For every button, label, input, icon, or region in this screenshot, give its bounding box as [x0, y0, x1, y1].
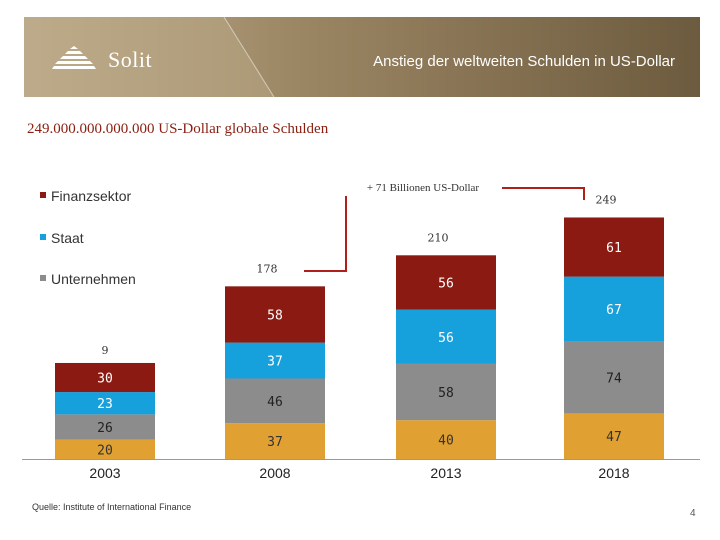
bar-segment-unternehmen-2008	[225, 378, 325, 424]
logo-text: Solit	[108, 47, 153, 72]
data-label-unternehmen-2003: 26	[97, 421, 113, 436]
data-label-haushalte-2008: 37	[267, 435, 283, 450]
bar-segment-staat-2008	[225, 342, 325, 379]
page-title: Anstieg der weltweiten Schulden in US-Do…	[373, 53, 675, 70]
source-note: Quelle: Institute of International Finan…	[32, 502, 192, 512]
legend-item-unternehmen: Unternehmen	[40, 271, 136, 287]
bar-segment-staat-2003	[55, 392, 155, 415]
chart-subtitle: 249.000.000.000.000 US-Dollar globale Sc…	[27, 121, 329, 137]
data-label-unternehmen-2008: 46	[267, 395, 283, 410]
bar-segment-finanzsektor-2003	[55, 362, 155, 393]
legend-swatch-unternehmen	[40, 275, 46, 282]
total-label-2008: 178	[257, 262, 278, 275]
bar-segment-unternehmen-2013	[396, 363, 496, 421]
header-banner: Solit Anstieg der weltweiten Schulden in…	[24, 17, 700, 97]
data-label-finanzsektor-2013: 56	[438, 276, 454, 291]
bar-segment-haushalte-2008	[225, 423, 325, 459]
bar-segment-unternehmen-2018	[564, 341, 664, 414]
bar-segment-unternehmen-2003	[55, 414, 155, 440]
legend-label-staat: Staat	[51, 230, 84, 246]
legend-swatch-staat	[40, 234, 46, 241]
legend-item-finanzsektor: Finanzsektor	[40, 188, 131, 204]
data-label-finanzsektor-2018: 61	[606, 241, 622, 256]
data-label-haushalte-2003: 20	[97, 443, 113, 458]
total-label-2003: 9	[102, 344, 109, 357]
bar-segment-haushalte-2013	[396, 420, 496, 459]
data-label-unternehmen-2013: 58	[438, 386, 454, 401]
data-label-finanzsektor-2008: 58	[267, 308, 283, 323]
x-tick-label-2018: 2018	[598, 465, 629, 481]
data-label-unternehmen-2018: 74	[606, 372, 622, 387]
legend-item-staat: Staat	[40, 230, 84, 246]
x-tick-label-2003: 2003	[89, 465, 120, 481]
data-label-haushalte-2013: 40	[438, 434, 454, 449]
bar-segment-finanzsektor-2008	[225, 286, 325, 343]
total-label-2013: 210	[428, 231, 449, 244]
bar-segment-haushalte-2003	[55, 439, 155, 459]
data-label-staat-2018: 67	[606, 303, 622, 318]
solit-logo-icon	[52, 46, 96, 69]
legend-label-finanzsektor: Finanzsektor	[51, 188, 132, 204]
data-label-staat-2013: 56	[438, 331, 454, 346]
bar-segment-finanzsektor-2013	[396, 255, 496, 310]
data-label-finanzsektor-2003: 30	[97, 372, 113, 387]
total-label-2018: 249	[596, 193, 617, 206]
header-divider	[24, 17, 275, 97]
legend-label-unternehmen: Unternehmen	[51, 271, 136, 287]
data-label-haushalte-2018: 47	[606, 430, 622, 445]
data-label-staat-2008: 37	[267, 355, 283, 370]
bar-segment-staat-2018	[564, 276, 664, 342]
legend-swatch-finanzsektor	[40, 192, 46, 199]
bar-segment-haushalte-2018	[564, 413, 664, 459]
data-label-staat-2003: 23	[97, 397, 113, 412]
bar-segment-finanzsektor-2018	[564, 217, 664, 277]
growth-annotation: + 71 Billionen US-Dollar	[344, 180, 502, 196]
x-tick-label-2013: 2013	[430, 465, 461, 481]
x-tick-label-2008: 2008	[259, 465, 290, 481]
bar-segment-staat-2013	[396, 309, 496, 364]
page-number: 4	[690, 508, 696, 519]
